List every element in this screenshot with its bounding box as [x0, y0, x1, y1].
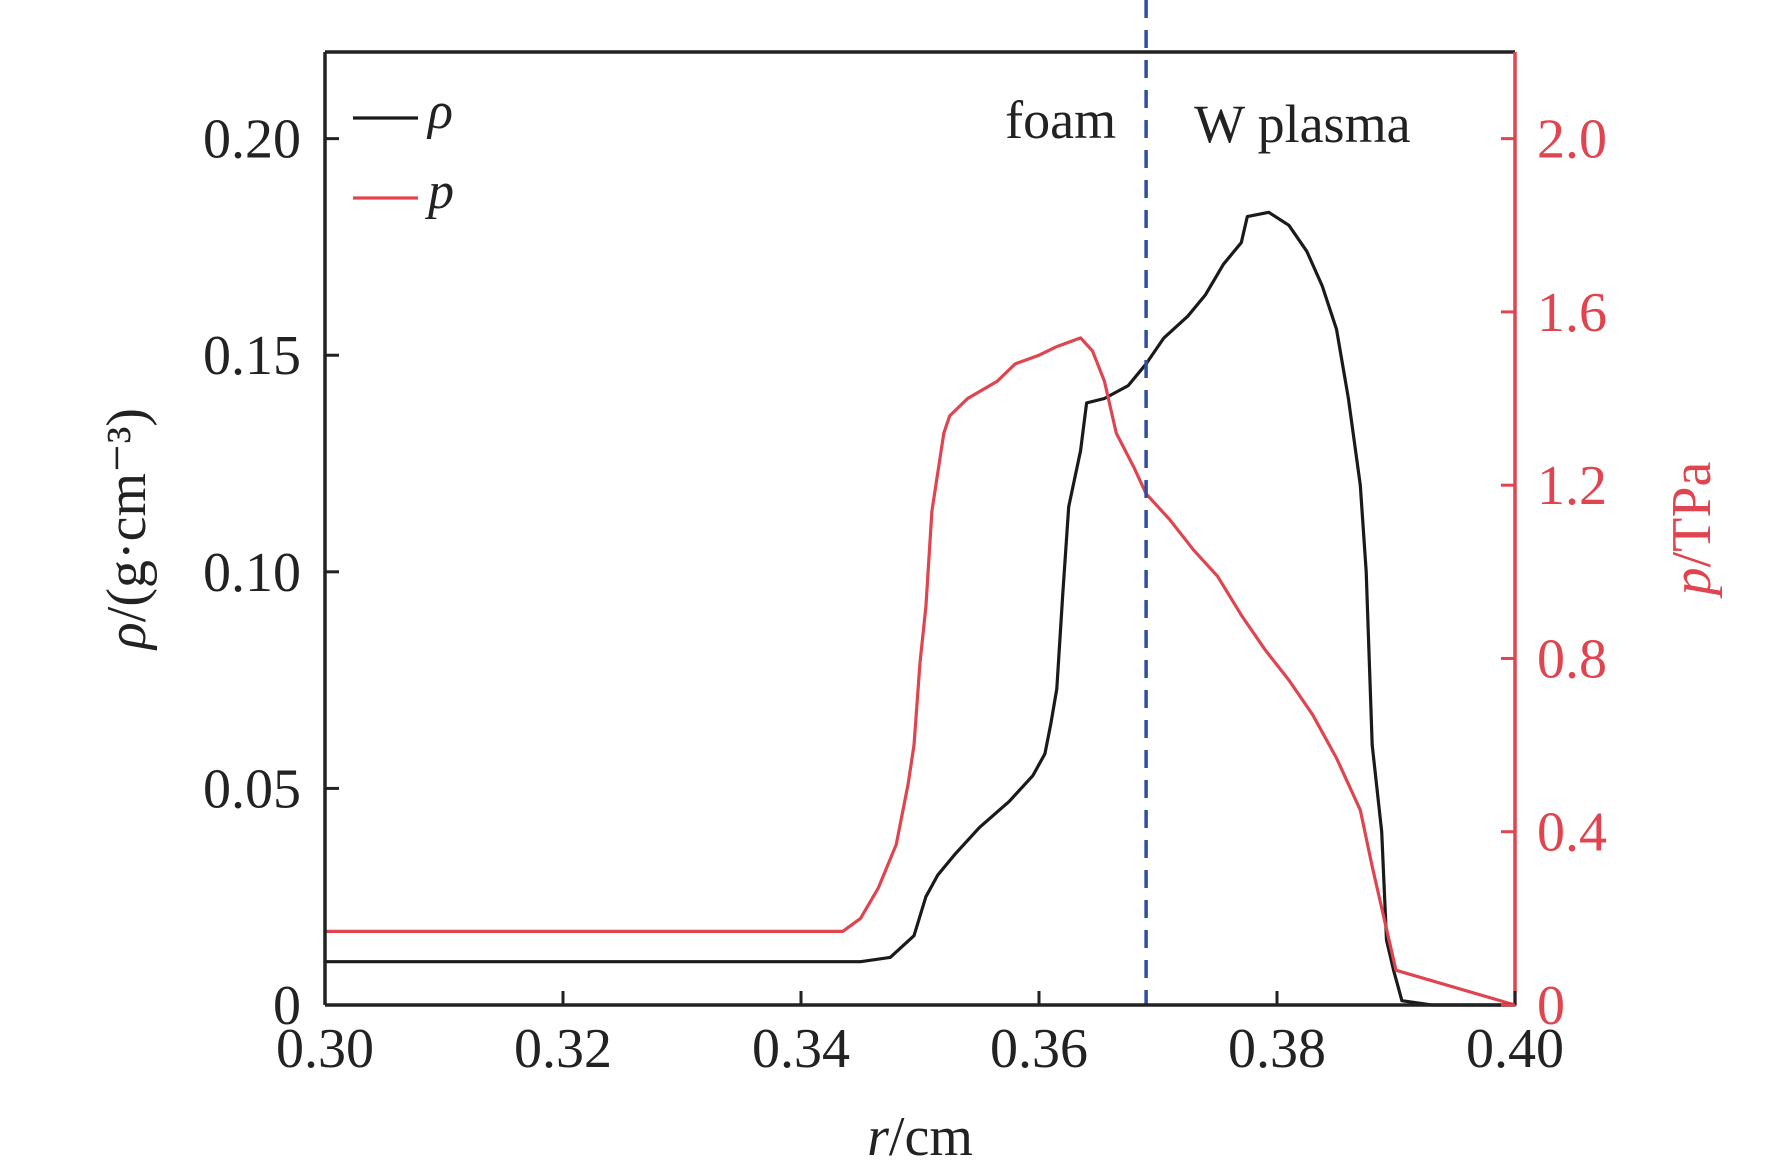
x-tick-label: 0.36 — [990, 1018, 1088, 1080]
y-right-axis-title-unit: /TPa — [1661, 461, 1723, 567]
y-left-axis-title-unit: /(g·cm⁻³) — [96, 408, 158, 622]
series-layer — [323, 0, 1517, 1007]
y-right-axis-title: p/TPa — [1661, 461, 1723, 599]
x-axis-title-unit: /cm — [889, 1106, 973, 1168]
x-tick-label: 0.32 — [514, 1018, 612, 1080]
x-tick-label: 0.38 — [1228, 1018, 1326, 1080]
y-right-tick-label: 0.4 — [1537, 802, 1607, 864]
x-axis-title-symbol: r — [867, 1106, 889, 1168]
x-axis-title: r/cm — [867, 1106, 973, 1168]
y-left-axis-title-symbol: ρ — [96, 622, 158, 651]
label-layer: 0.30 0.32 0.34 0.36 0.38 0.4000.050.100.150.2… — [96, 83, 1723, 1168]
y-left-tick-label: 0.20 — [203, 109, 301, 171]
y-left-tick-label: 0.15 — [203, 325, 301, 387]
y-left-tick-label: 0.05 — [203, 758, 301, 820]
x-tick-label: 0.34 — [752, 1018, 850, 1080]
series-line-rho — [323, 210, 1517, 1007]
y-right-tick-label: 1.6 — [1537, 282, 1607, 344]
legend-label-p: p — [424, 163, 454, 220]
legend-label-rho: ρ — [426, 83, 453, 140]
y-left-tick-label: 0.10 — [203, 542, 301, 604]
y-right-tick-label: 1.2 — [1537, 455, 1607, 517]
y-left-axis-title: ρ/(g·cm⁻³) — [96, 408, 158, 651]
axes-layer — [323, 50, 1517, 1007]
region-label-w-plasma: W plasma — [1194, 94, 1410, 154]
series-line-p — [323, 336, 1517, 1007]
y-right-tick-label: 0 — [1537, 975, 1565, 1037]
region-label-foam: foam — [1005, 90, 1116, 150]
x-tick-label: 0.40 — [1466, 1018, 1564, 1080]
y-left-tick-label: 0 — [273, 975, 301, 1037]
y-right-tick-label: 0.8 — [1537, 628, 1607, 690]
y-right-axis-title-symbol: p — [1661, 567, 1723, 599]
y-right-tick-label: 2.0 — [1537, 109, 1607, 171]
x-tick-label: 0.30 — [276, 1018, 374, 1080]
